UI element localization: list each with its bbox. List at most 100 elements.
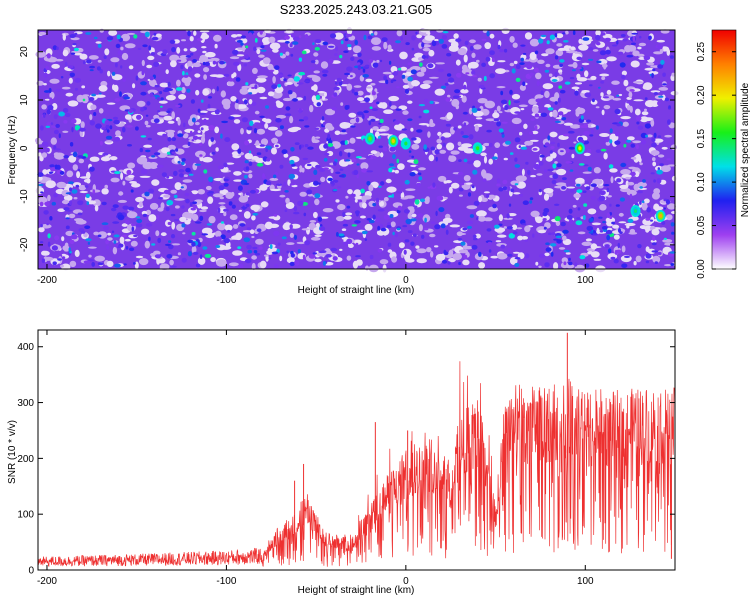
heatmap-cell	[212, 193, 224, 198]
heatmap-cell	[268, 257, 272, 260]
heatmap-cell	[430, 251, 434, 258]
heatmap-cell	[232, 49, 239, 55]
heatmap-cell	[251, 215, 256, 221]
heatmap-cell	[357, 90, 364, 96]
heatmap-cell	[202, 156, 213, 163]
heatmap-cell	[191, 139, 195, 142]
heatmap-cell	[175, 205, 180, 209]
heatmap-cell	[388, 167, 393, 173]
heatmap-cell	[492, 112, 500, 119]
heatmap-cell	[446, 52, 452, 57]
heatmap-cell	[458, 261, 461, 266]
heatmap-cell	[608, 248, 612, 254]
heatmap-cell	[324, 108, 336, 116]
heatmap-cell	[496, 178, 501, 184]
heatmap-cell	[350, 56, 355, 62]
heatmap-cell	[187, 30, 191, 37]
heatmap-cell	[495, 68, 506, 74]
heatmap-cell	[256, 228, 262, 232]
heatmap-cell	[606, 234, 611, 241]
heatmap-cell	[416, 34, 423, 39]
heatmap-cell	[346, 205, 351, 209]
heatmap-cell	[256, 152, 262, 156]
heatmap-cell	[468, 107, 473, 115]
heatmap-cell	[454, 89, 461, 94]
heatmap-cell	[275, 114, 287, 119]
heatmap-cell	[609, 139, 613, 144]
heatmap-cell	[565, 252, 571, 255]
heatmap-cell	[595, 106, 600, 109]
heatmap-cell	[451, 182, 460, 189]
heatmap-cell	[80, 121, 85, 129]
heatmap-cell	[296, 82, 304, 85]
heatmap-cell	[140, 135, 147, 138]
heatmap-cell	[252, 33, 256, 36]
heatmap-cell	[99, 92, 102, 95]
heatmap-cell	[237, 263, 244, 270]
heatmap-cell	[117, 50, 123, 56]
heatmap-cell	[533, 163, 541, 170]
snr-y-tick-label: 0	[28, 566, 34, 577]
heatmap-cell	[397, 205, 402, 211]
heatmap-cell	[368, 184, 374, 192]
heatmap-cell	[105, 239, 109, 245]
heatmap-cell	[254, 122, 261, 125]
heatmap-cell	[237, 246, 242, 250]
heatmap-cell	[320, 61, 329, 69]
heatmap-cell	[266, 250, 274, 255]
heatmap-cell	[446, 112, 453, 120]
heatmap-cell	[554, 120, 562, 123]
heatmap-cell	[289, 159, 295, 165]
heatmap-cell	[238, 209, 242, 212]
snr-series	[37, 332, 676, 567]
heatmap-cell	[372, 182, 379, 189]
heatmap-cell	[173, 219, 180, 222]
heatmap-cell	[223, 178, 229, 182]
heatmap-cell	[124, 238, 131, 242]
heatmap-cell	[212, 31, 219, 35]
heatmap-cell	[550, 152, 557, 159]
heatmap-cell	[301, 50, 307, 55]
heatmap-cell	[103, 225, 110, 231]
heatmap-cell	[128, 65, 134, 70]
heatmap-cell	[514, 257, 521, 260]
heatmap-cell	[364, 238, 367, 242]
heatmap-cell	[497, 60, 506, 63]
heatmap-cell	[162, 133, 167, 137]
heatmap-cell	[245, 192, 250, 196]
heatmap-cell	[265, 148, 269, 153]
heatmap-cell	[202, 50, 207, 54]
heatmap-cell	[268, 69, 275, 72]
heatmap-cell	[71, 126, 74, 133]
heatmap-cell	[576, 77, 588, 82]
heatmap-cell	[177, 118, 181, 126]
heatmap-cell	[322, 167, 329, 170]
heatmap-cell	[419, 62, 423, 67]
heatmap-cell	[472, 234, 477, 239]
heatmap-cell	[517, 235, 523, 241]
heatmap-cell	[507, 213, 517, 217]
heatmap-cell	[366, 84, 373, 93]
heatmap-cell	[600, 80, 605, 84]
heatmap-cell	[639, 35, 642, 39]
heatmap-cell	[630, 60, 640, 68]
heatmap-cell	[95, 41, 102, 44]
heatmap-cell	[376, 101, 380, 105]
heatmap-cell	[44, 98, 51, 101]
snr-y-tick-label: 100	[17, 510, 34, 521]
heatmap-cell	[514, 262, 520, 267]
heatmap-cell	[635, 116, 642, 121]
heatmap-cell	[642, 179, 646, 183]
heatmap-cell	[547, 168, 554, 172]
heatmap-cell	[483, 142, 490, 147]
heatmap-cell	[266, 157, 271, 162]
heatmap-cell	[271, 147, 277, 155]
heatmap-cell	[529, 72, 534, 76]
heatmap-cell	[419, 83, 431, 90]
heatmap-cell	[322, 121, 326, 126]
heatmap-cell	[476, 59, 480, 63]
heatmap-cell	[245, 166, 249, 171]
heatmap-cell	[421, 42, 425, 48]
heatmap-cell	[141, 228, 150, 235]
